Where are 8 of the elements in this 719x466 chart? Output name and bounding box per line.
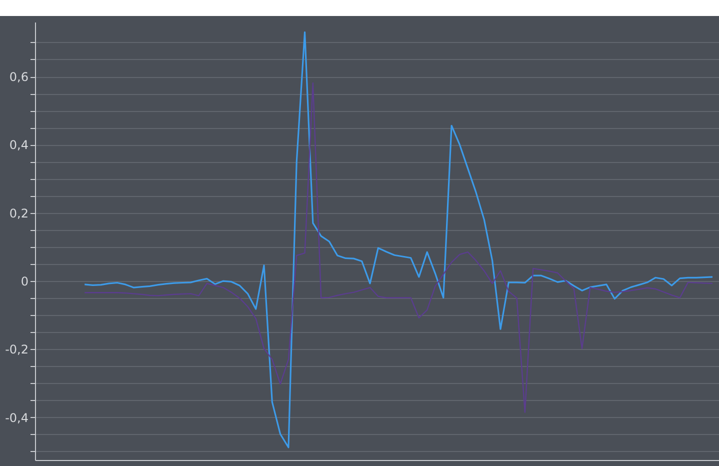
line-series bbox=[84, 31, 714, 448]
y-tick-label: 0,4 bbox=[9, 138, 28, 152]
y-tick-label: 0 bbox=[20, 274, 28, 289]
y-tick-label: 0,2 bbox=[9, 206, 28, 220]
y-tick-label: -0,4 bbox=[5, 410, 28, 425]
y-tick-label: 0,6 bbox=[9, 70, 28, 84]
y-tick-label: -0,2 bbox=[5, 342, 28, 357]
line-series bbox=[84, 82, 714, 413]
